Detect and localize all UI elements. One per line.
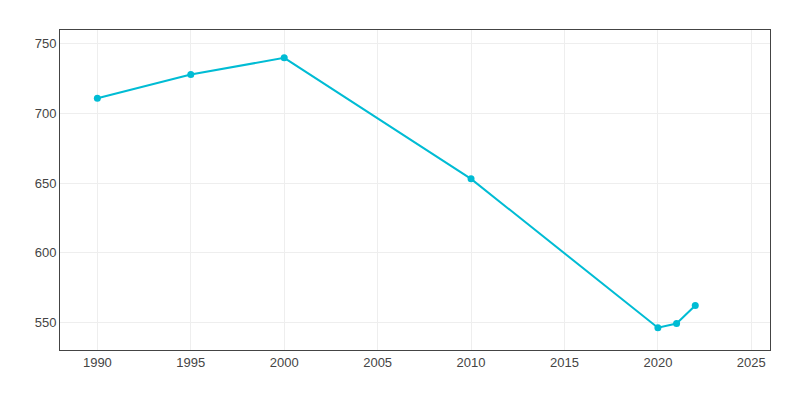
svg-text:1990: 1990 (83, 355, 112, 370)
svg-text:2000: 2000 (270, 355, 299, 370)
svg-text:1995: 1995 (176, 355, 205, 370)
svg-text:2010: 2010 (457, 355, 486, 370)
svg-text:750: 750 (35, 36, 57, 51)
svg-text:700: 700 (35, 106, 57, 121)
svg-text:550: 550 (35, 315, 57, 330)
svg-text:2020: 2020 (643, 355, 672, 370)
svg-text:600: 600 (35, 245, 57, 260)
svg-text:2015: 2015 (550, 355, 579, 370)
svg-text:2025: 2025 (737, 355, 766, 370)
svg-text:2005: 2005 (363, 355, 392, 370)
svg-text:650: 650 (35, 176, 57, 191)
